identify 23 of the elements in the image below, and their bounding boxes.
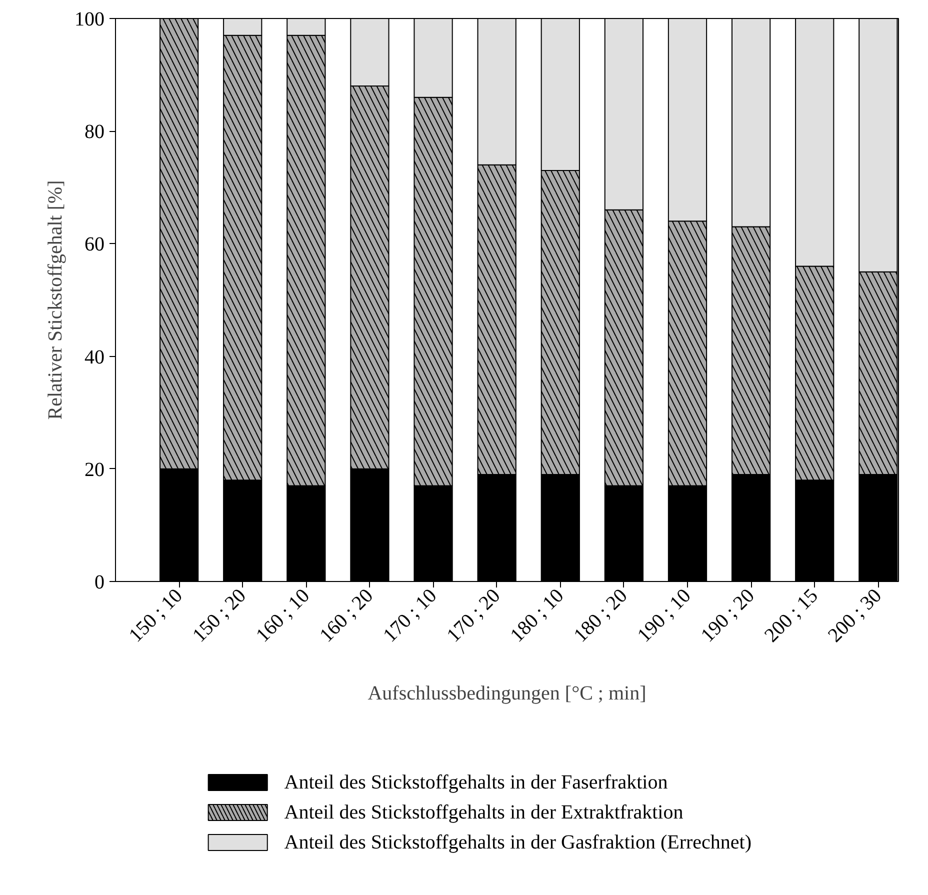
x-tick-label: 160 ; 20 [316, 584, 378, 647]
x-tick-label: 150 ; 20 [188, 584, 250, 647]
legend-label: Anteil des Stickstoffgehalts in der Faserfraktion [284, 772, 668, 794]
x-axis-title: Aufschlussbedingungen [°C ; min] [368, 682, 646, 704]
x-tick-label: 150 ; 10 [124, 584, 187, 647]
y-tick-label: 60 [84, 234, 104, 256]
x-tick-label: 200 ; 30 [824, 584, 886, 647]
x-tick-label: 200 ; 15 [760, 584, 822, 647]
y-tick-label: 20 [84, 458, 104, 481]
x-tick-label: 190 ; 20 [696, 584, 759, 647]
legend-label: Anteil des Stickstoffgehalts in der Extraktfraktion [284, 802, 684, 824]
legend-label: Anteil des Stickstoffgehalts in der Gasfraktion (Errechnet) [284, 832, 752, 854]
y-axis-title: Relativer Stickstoffgehalt [%] [44, 180, 66, 420]
y-tick-label: 40 [84, 346, 104, 368]
x-tick-label: 170 ; 20 [442, 584, 505, 647]
x-tick-label: 190 ; 10 [633, 584, 696, 647]
x-tick-label: 170 ; 10 [379, 584, 442, 647]
y-tick-label: 100 [74, 8, 104, 30]
x-tick-label: 180 ; 10 [506, 584, 568, 647]
y-tick-label: 80 [84, 121, 104, 144]
x-tick-label: 160 ; 10 [252, 584, 314, 647]
y-tick-label: 0 [94, 572, 104, 594]
x-tick-label: 180 ; 20 [570, 584, 632, 647]
